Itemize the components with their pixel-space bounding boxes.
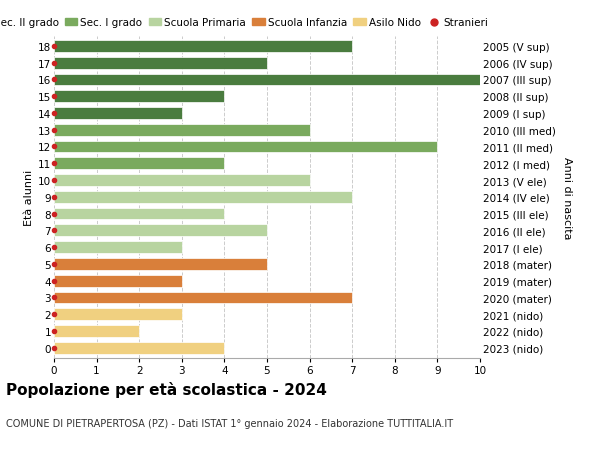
Bar [54, 191, 352, 203]
Bar [54, 91, 224, 103]
Bar [54, 258, 267, 270]
Bar [54, 175, 310, 186]
Bar [54, 58, 267, 69]
Bar [54, 158, 224, 170]
Bar [54, 308, 182, 320]
Bar [54, 325, 139, 337]
Bar [54, 242, 182, 253]
Bar [54, 108, 182, 119]
Bar [54, 208, 224, 220]
Text: COMUNE DI PIETRAPERTOSA (PZ) - Dati ISTAT 1° gennaio 2024 - Elaborazione TUTTITA: COMUNE DI PIETRAPERTOSA (PZ) - Dati ISTA… [6, 418, 453, 428]
Bar [54, 141, 437, 153]
Bar [54, 275, 182, 287]
Bar [54, 124, 310, 136]
Bar [54, 225, 267, 237]
Text: Popolazione per età scolastica - 2024: Popolazione per età scolastica - 2024 [6, 381, 327, 397]
Bar [54, 342, 224, 354]
Bar [54, 292, 352, 304]
Bar [54, 74, 480, 86]
Y-axis label: Anni di nascita: Anni di nascita [562, 156, 572, 239]
Bar [54, 41, 352, 53]
Legend: Sec. II grado, Sec. I grado, Scuola Primaria, Scuola Infanzia, Asilo Nido, Stran: Sec. II grado, Sec. I grado, Scuola Prim… [0, 18, 488, 28]
Y-axis label: Età alunni: Età alunni [24, 169, 34, 225]
